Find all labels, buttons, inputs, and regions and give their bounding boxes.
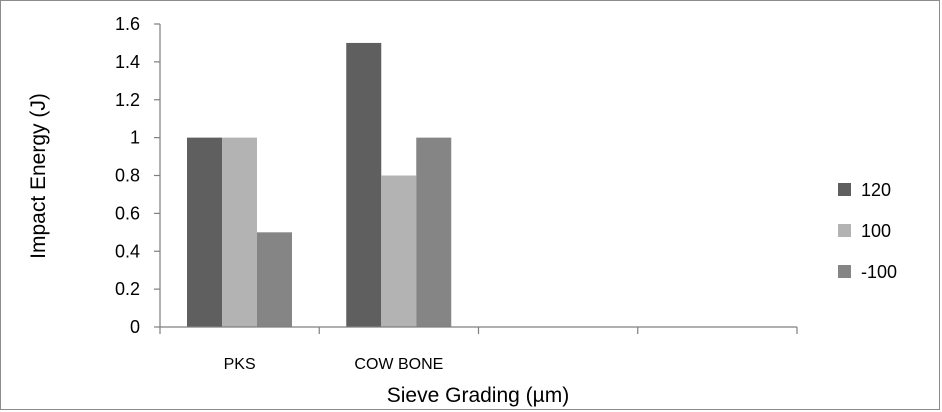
bar-cow-bone-series-100 — [381, 175, 417, 327]
legend-swatch-100 — [838, 224, 851, 237]
bar-pks-series-100 — [222, 137, 257, 327]
bar-pks-series--100 — [257, 232, 292, 327]
y-tick-label: 1.4 — [115, 52, 140, 72]
legend-label: 100 — [861, 221, 891, 241]
legend-label: -100 — [861, 262, 897, 282]
axes-layer — [154, 23, 798, 334]
x-tick-label: PKS — [224, 356, 256, 373]
y-tick-label: 0.6 — [115, 203, 140, 223]
y-tick-label: 1 — [130, 128, 140, 148]
legend-swatch-120 — [838, 183, 851, 196]
bar-pks-series-120 — [187, 137, 222, 327]
y-tick-label: 1.6 — [115, 14, 140, 34]
bar-cow-bone-series-120 — [346, 42, 382, 327]
y-tick-label: 0.8 — [115, 166, 140, 186]
bar-cow-bone-series--100 — [416, 137, 452, 327]
x-axis-title: Sieve Grading (µm) — [387, 384, 570, 407]
y-tick-label: 0 — [130, 317, 140, 337]
legend: 120 100 -100 — [838, 180, 897, 282]
y-tick-label: 1.2 — [115, 90, 140, 110]
y-tick-label: 0.2 — [115, 279, 140, 299]
y-axis-title: Impact Energy (J) — [27, 93, 50, 259]
labels-layer: 0 0.2 0.4 0.6 0.8 1 1.2 1.4 1.6 PKS COW BONE — [115, 14, 443, 373]
legend-swatch--100 — [838, 265, 851, 278]
bars-layer — [187, 42, 452, 327]
y-tick-label: 0.4 — [115, 241, 140, 261]
legend-label: 120 — [861, 180, 891, 200]
x-tick-label: COW BONE — [354, 356, 443, 373]
